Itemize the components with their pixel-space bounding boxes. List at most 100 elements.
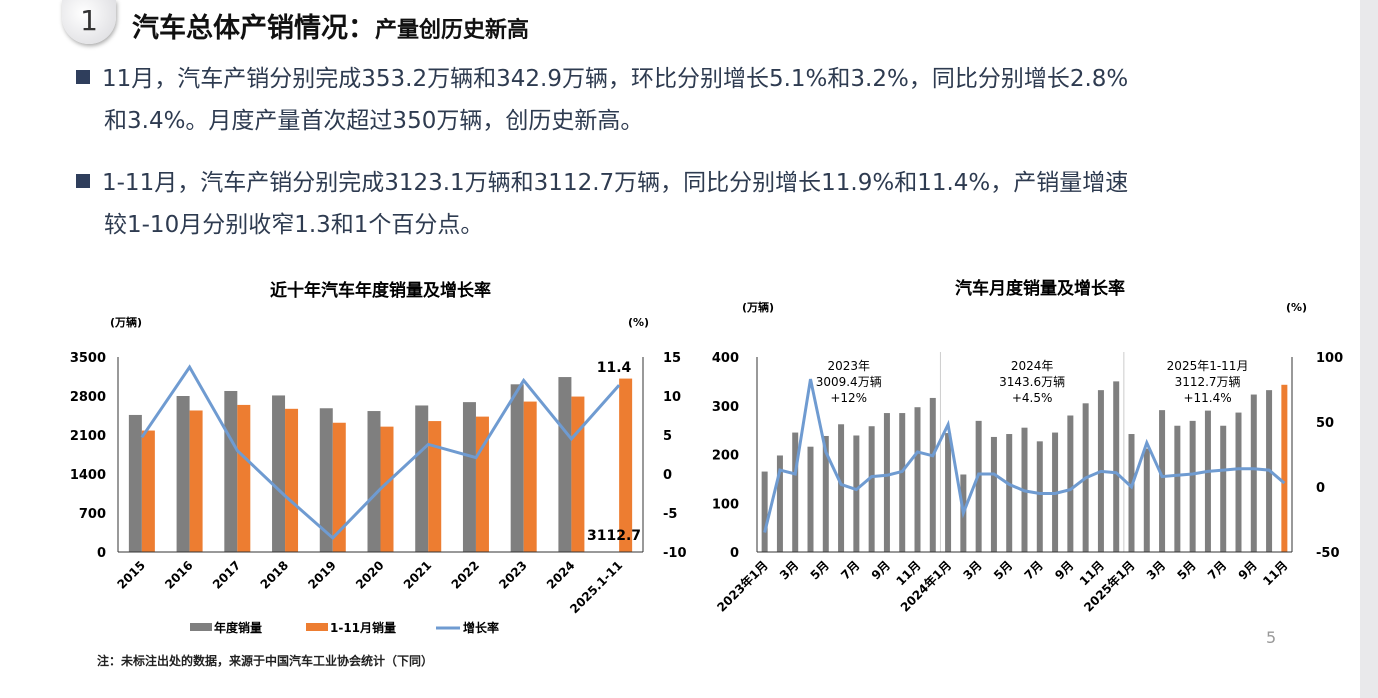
chart2-title: 汽车月度销量及增长率 xyxy=(955,278,1125,299)
chart2-bar-monthly xyxy=(1204,410,1211,552)
chart1-xtick: 2019 xyxy=(305,558,339,592)
bullet-text: 1-11月，汽车产销分别完成3123.1万辆和3112.7万辆，同比分别增长11… xyxy=(102,170,1129,196)
legend-annual-label: 年度销量 xyxy=(214,620,262,635)
chart2-bar-monthly xyxy=(1113,381,1120,552)
chart2-bar-monthly xyxy=(883,413,890,552)
chart1-ytick: 1400 xyxy=(70,468,106,483)
chart2-annotation-growth: +4.5% xyxy=(1012,391,1053,405)
chart2-bar-monthly xyxy=(1174,425,1181,552)
chart1-bar-1-11 xyxy=(619,378,633,552)
chart1-bar-1-11 xyxy=(523,401,537,552)
chart1-xtick: 2018 xyxy=(258,558,292,592)
slide-title: 汽车总体产销情况：产量创历史新高 xyxy=(132,6,529,45)
chart1-xtick: 2024 xyxy=(544,558,578,592)
chart1-bar-annual xyxy=(272,395,286,552)
chart2-xtick: 7月 xyxy=(1022,558,1046,582)
chart1-bar-annual xyxy=(176,396,190,552)
bullet-1: 11月，汽车产销分别完成353.2万辆和342.9万辆，环比分别增长5.1%和3… xyxy=(76,58,1346,142)
chart2-ytick: 400 xyxy=(712,351,739,366)
chart2-xtick: 2023年1月 xyxy=(714,558,771,615)
chart2-bar-monthly xyxy=(1067,415,1074,552)
chart1-bar-annual xyxy=(415,405,429,552)
chart1-bar-annual xyxy=(367,411,381,552)
chart2-bar-monthly xyxy=(929,397,936,552)
chart2-annotation-year: 2025年1-11月 xyxy=(1167,359,1249,373)
chart2-annotation-growth: +12% xyxy=(830,391,867,405)
chart2-xtick: 11月 xyxy=(1260,558,1290,588)
chart2-y2tick: 100 xyxy=(1316,351,1343,366)
title-sub: 产量创历史新高 xyxy=(375,18,530,43)
chart2-bar-monthly xyxy=(868,426,875,552)
chart2-bar-monthly xyxy=(1250,394,1257,552)
chart2-bar-monthly xyxy=(1143,448,1150,552)
chart1-xtick: 2015 xyxy=(114,558,148,592)
chart1-y2tick: 15 xyxy=(663,351,681,366)
chart2-bar-monthly xyxy=(1128,434,1135,552)
chart2-annotation-year: 2024年 xyxy=(1011,359,1054,373)
chart1-ytick: 2100 xyxy=(70,429,106,444)
chart2-xtick: 5月 xyxy=(1174,558,1198,582)
chart1-bar-1-11 xyxy=(237,404,251,552)
chart1-ytick: 3500 xyxy=(70,351,106,366)
bullet-square-icon xyxy=(76,70,90,84)
chart1-y2tick: 5 xyxy=(663,429,672,444)
chart1-bar-1-11 xyxy=(285,408,299,552)
bullet-text-cont: 和3.4%。月度产量首次超过350万辆，创历史新高。 xyxy=(104,108,644,134)
chart1-ytick: 2800 xyxy=(70,390,106,405)
chart1-xtick: 2020 xyxy=(353,558,387,592)
chart2-y2label: (%) xyxy=(1286,301,1307,314)
chart2-growth-line xyxy=(763,378,1286,533)
chart2-ytick: 0 xyxy=(730,546,739,561)
chart1-xtick: 2016 xyxy=(162,558,196,592)
chart1-xtick: 2021 xyxy=(401,558,435,592)
chart2-bar-monthly xyxy=(1235,412,1242,552)
chart2-y2tick: 0 xyxy=(1316,481,1325,496)
chart2-annotation-growth: +11.4% xyxy=(1183,391,1231,405)
chart1-annotation-sales: 3112.7 xyxy=(587,528,641,544)
chart2-ytick: 100 xyxy=(712,497,739,512)
chart1-bar-annual xyxy=(224,390,238,552)
chart2-bar-monthly xyxy=(990,436,997,552)
chart1-y2tick: 10 xyxy=(663,390,681,405)
chart2-xtick: 9月 xyxy=(869,558,893,582)
chart1-xtick: 2017 xyxy=(210,558,244,592)
chart1-xtick: 2022 xyxy=(449,558,483,592)
chart1-bar-1-11 xyxy=(332,422,346,552)
chart2-annotation-sales: 3143.6万辆 xyxy=(999,375,1065,389)
chart2-xtick: 3月 xyxy=(1144,558,1168,582)
chart2-annotation-sales: 3009.4万辆 xyxy=(816,375,882,389)
chart2-bar-monthly xyxy=(838,424,845,552)
chart2-bar-monthly xyxy=(853,435,860,552)
chart2-bar-monthly xyxy=(776,455,783,552)
chart2-bar-monthly xyxy=(792,432,799,552)
chart2-bar-monthly xyxy=(1036,441,1043,552)
title-main: 汽车总体产销情况： xyxy=(132,13,375,44)
chart2-xtick: 7月 xyxy=(838,558,862,582)
chart1-xtick: 2023 xyxy=(496,558,530,592)
chart1-bar-1-11 xyxy=(571,396,585,552)
chart2-y2tick: 50 xyxy=(1316,416,1334,431)
chart1-y2label: (%) xyxy=(628,316,649,329)
page-number: 5 xyxy=(1266,628,1277,647)
bullet-2: 1-11月，汽车产销分别完成3123.1万辆和3112.7万辆，同比分别增长11… xyxy=(76,162,1346,246)
chart2-bar-monthly xyxy=(1006,434,1013,552)
chart1-bar-annual xyxy=(510,384,524,552)
chart1-y2tick: -5 xyxy=(663,507,677,522)
chart1-bar-annual xyxy=(558,377,572,552)
chart1-y2tick: -10 xyxy=(663,546,687,561)
chart1-bar-annual xyxy=(128,414,142,552)
chart1-bar-1-11 xyxy=(380,426,394,552)
source-note: 注：未标注出处的数据，来源于中国汽车工业协会统计（下同） xyxy=(97,654,434,668)
slide-edge xyxy=(1360,0,1378,698)
chart1-growth-line xyxy=(140,364,621,541)
chart1-ytick: 700 xyxy=(79,507,106,522)
chart2-bar-monthly xyxy=(945,433,952,552)
chart2-annotation-year: 2023年 xyxy=(827,359,870,373)
chart2-xtick: 5月 xyxy=(991,558,1015,582)
chart1-bar-annual xyxy=(319,408,333,552)
chart1-ytick: 0 xyxy=(97,546,106,561)
chart2-annotation-sales: 3112.7万辆 xyxy=(1175,375,1241,389)
legend-annual-swatch xyxy=(190,623,212,631)
chart2-bar-monthly xyxy=(807,446,814,552)
